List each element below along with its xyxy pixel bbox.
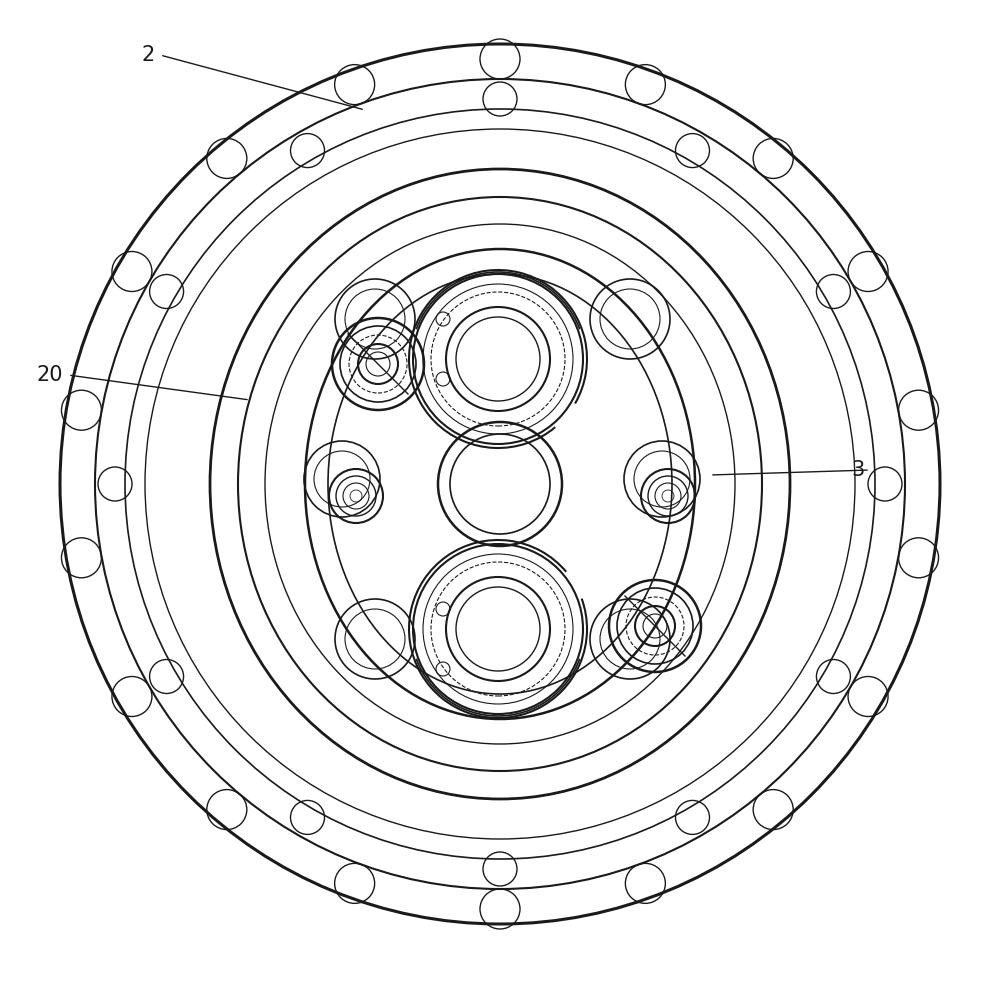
Text: 3: 3 bbox=[852, 460, 865, 480]
Text: 2: 2 bbox=[142, 45, 155, 65]
Text: 20: 20 bbox=[36, 365, 63, 385]
